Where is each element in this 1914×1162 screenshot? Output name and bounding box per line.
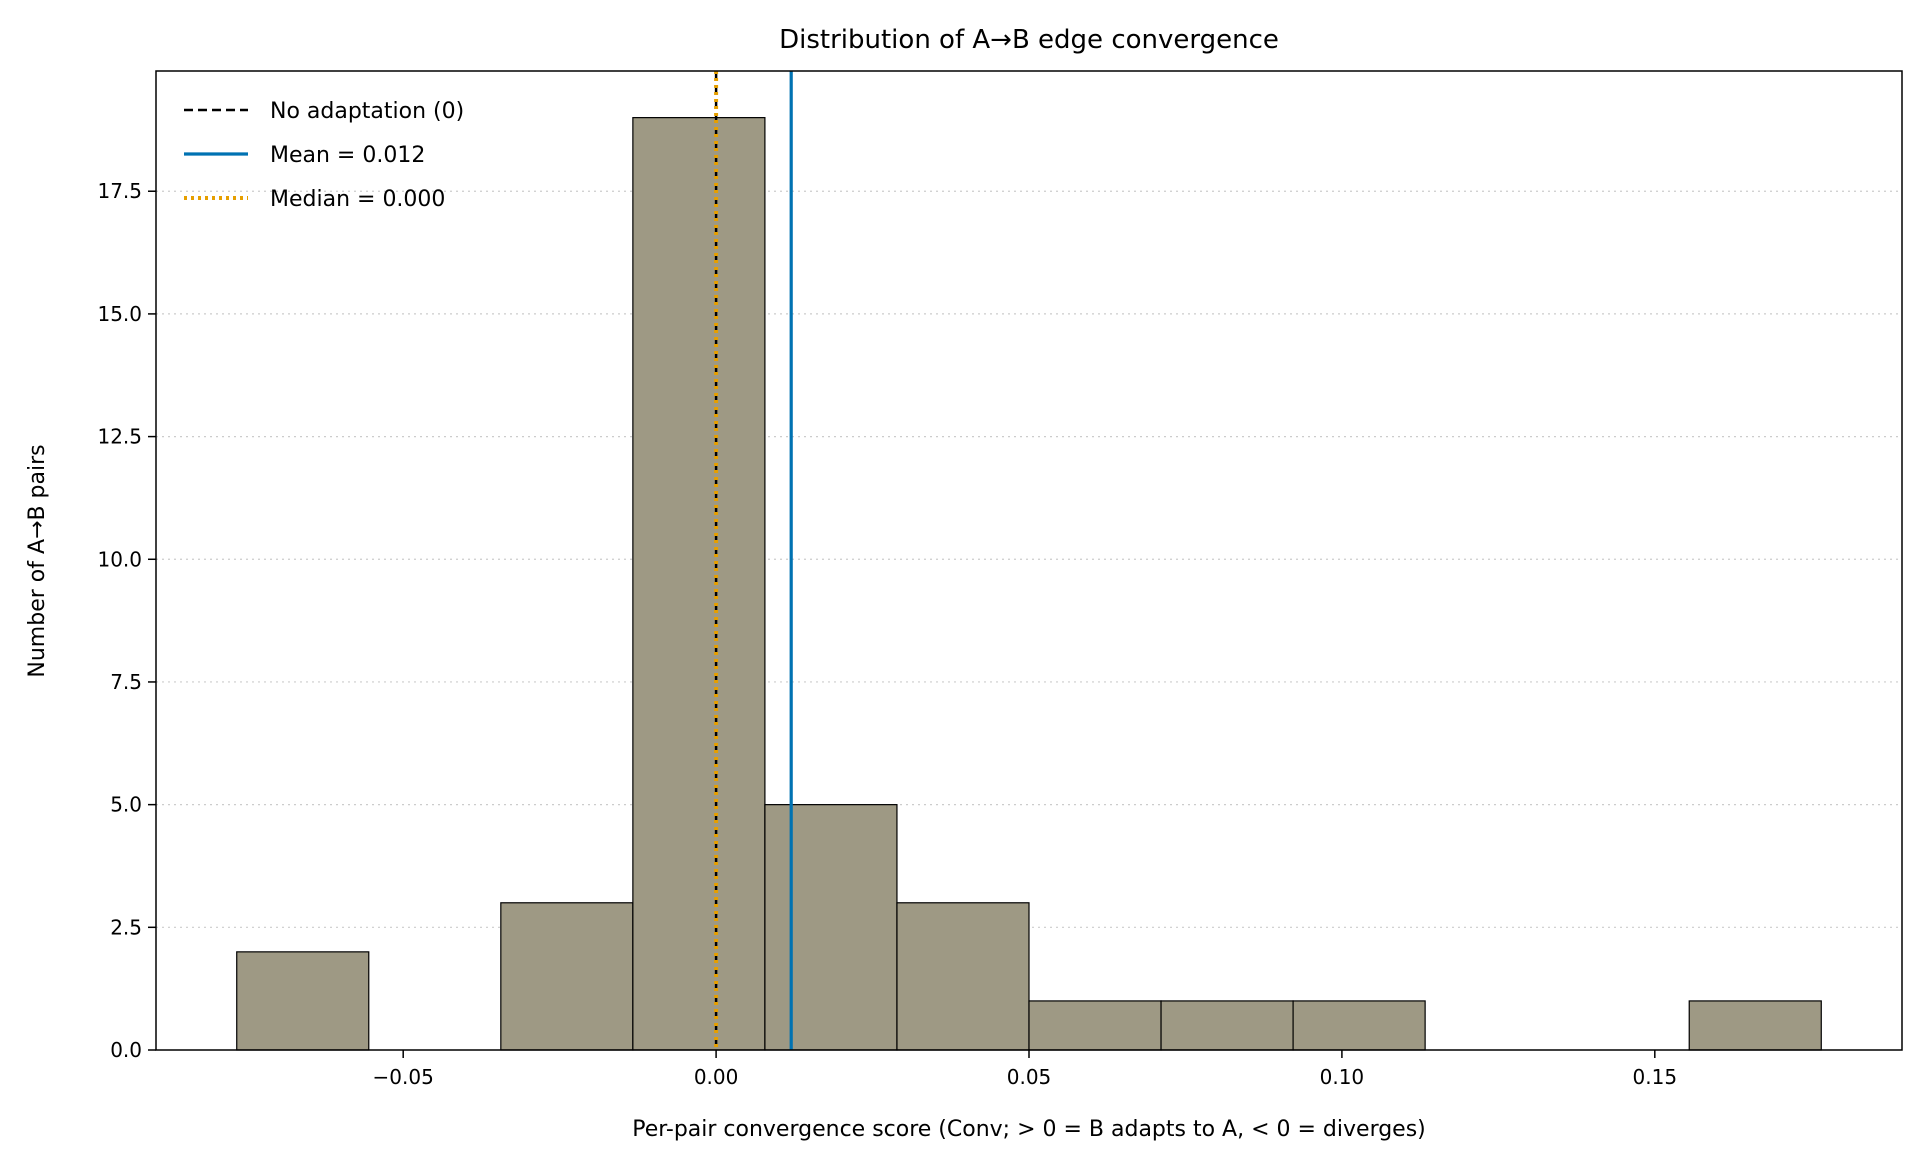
x-tick-label: 0.10 (1320, 1065, 1365, 1089)
y-tick-label: 15.0 (97, 302, 142, 326)
legend: No adaptation (0) Mean = 0.012 Median = 0.… (184, 99, 464, 212)
histogram-bar (764, 804, 898, 1051)
x-tick-label: −0.05 (373, 1065, 434, 1089)
y-tick-label: 7.5 (110, 670, 142, 694)
ticks-layer: −0.05 0.00 0.05 0.10 0.15 0.0 2.5 5.0 7.5 10.0 12.… (97, 179, 1677, 1089)
histogram-bar (236, 951, 370, 1051)
histogram-bar (896, 902, 1030, 1051)
chart-title: Distribution of A→B edge convergence (779, 25, 1279, 55)
y-tick-label: 0.0 (110, 1038, 142, 1062)
y-tick-label: 10.0 (97, 547, 142, 571)
x-tick-label: 0.00 (694, 1065, 739, 1089)
x-axis-label: Per-pair convergence score (Conv; > 0 = … (632, 1117, 1426, 1142)
y-tick-label: 17.5 (97, 179, 142, 203)
reference-lines-layer (714, 71, 793, 1050)
histogram-bar (1160, 1000, 1294, 1051)
y-axis-label: Number of A→B pairs (25, 444, 50, 677)
legend-label: Mean = 0.012 (270, 143, 425, 168)
x-tick-label: 0.15 (1633, 1065, 1678, 1089)
legend-label: No adaptation (0) (270, 99, 464, 124)
grid-layer (156, 190, 1902, 928)
y-tick-label: 5.0 (110, 793, 142, 817)
y-tick-label: 2.5 (110, 915, 142, 939)
bars-layer (236, 117, 1822, 1051)
legend-label: Median = 0.000 (270, 187, 445, 212)
x-tick-label: 0.05 (1007, 1065, 1052, 1089)
histogram-bar (632, 117, 766, 1051)
histogram-bar (1688, 1000, 1822, 1051)
histogram-bar (1292, 1000, 1426, 1051)
histogram-bar (1028, 1000, 1162, 1051)
histogram-bar (500, 902, 634, 1051)
y-tick-label: 12.5 (97, 425, 142, 449)
